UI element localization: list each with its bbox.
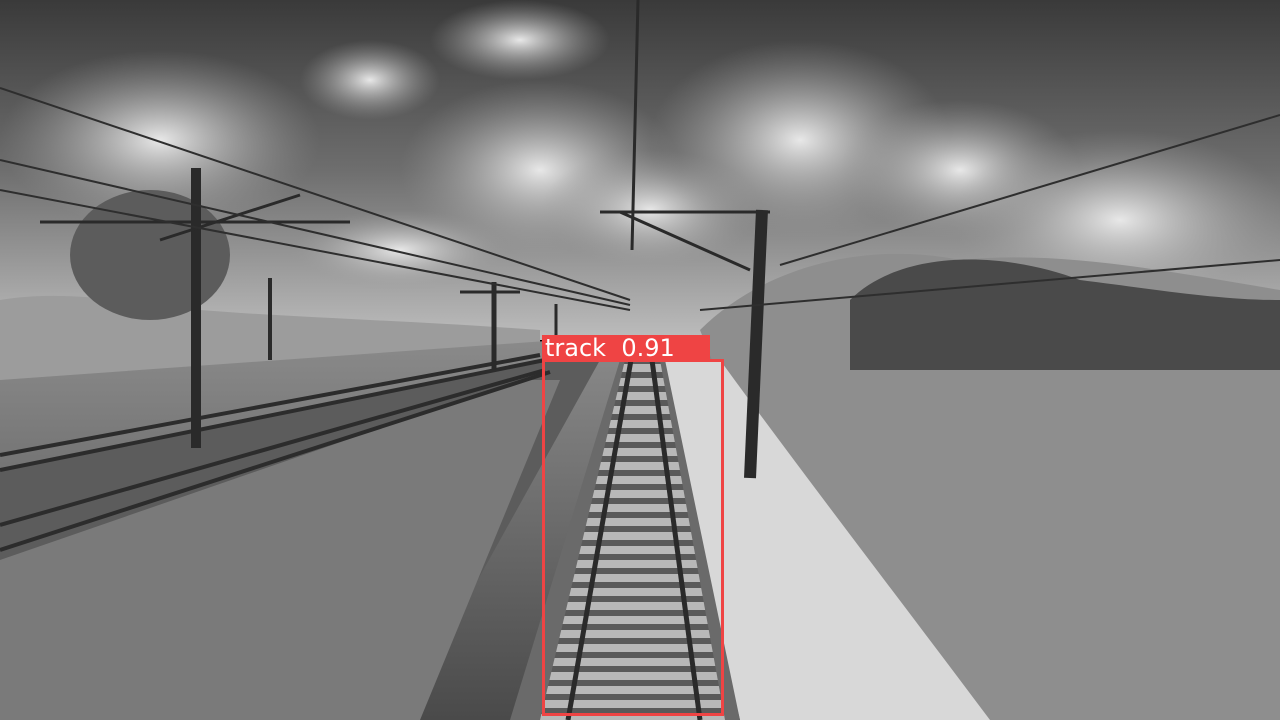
right-verge [650,360,990,720]
catenary-poles [191,0,768,479]
catenary-arms [40,193,770,294]
clouds [0,0,1280,310]
left-verge [0,380,560,720]
right-bushes [700,253,1280,720]
left-tree [70,190,230,320]
main-rails [565,359,703,720]
detection-label-track: track 0.91 [542,335,710,362]
detection-box-track [542,359,724,716]
overhead-wires [0,87,1280,311]
left-tracks [0,353,551,552]
